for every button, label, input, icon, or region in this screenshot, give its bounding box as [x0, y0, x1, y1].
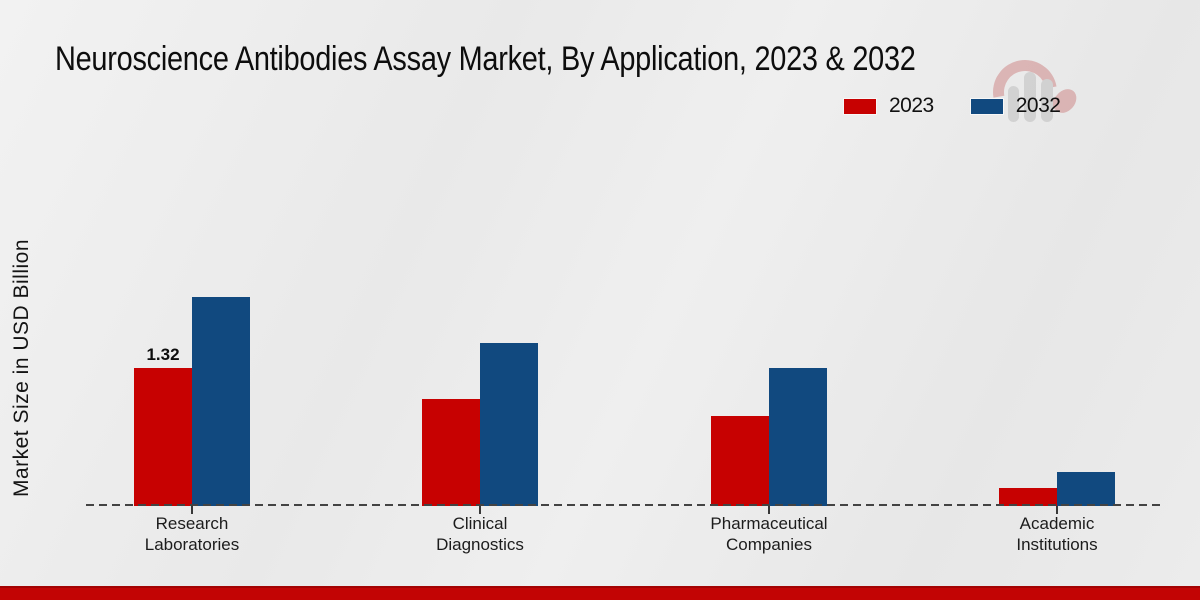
x-axis-baseline	[86, 504, 1164, 506]
x-axis-tick	[1056, 506, 1058, 514]
x-axis-tick	[479, 506, 481, 514]
y-axis-label: Market Size in USD Billion	[10, 238, 33, 498]
x-axis-tick	[768, 506, 770, 514]
x-axis-tick	[191, 506, 193, 514]
bar-2023-category-3	[999, 488, 1057, 506]
legend-swatch-2032	[969, 97, 1004, 115]
category-label: Research Laboratories	[144, 514, 240, 554]
watermark-bar-shape	[1024, 72, 1036, 122]
bar-2023-category-0	[134, 368, 192, 506]
legend-label-2023: 2023	[889, 94, 934, 117]
mrfr-logo-watermark-icon	[980, 47, 1088, 140]
category-label: Academic Institutions	[1016, 514, 1098, 554]
category-label: Pharmaceutical Companies	[710, 514, 828, 554]
bar-value-label: 1.32	[146, 345, 180, 364]
watermark-bar-shape	[1041, 79, 1053, 122]
bar-2032-category-0	[192, 297, 250, 506]
bar-2032-category-3	[1057, 472, 1115, 506]
chart-title: Neuroscience Antibodies Assay Market, By…	[55, 40, 916, 78]
bar-2023-category-1	[422, 399, 480, 506]
legend-label-2032: 2032	[1015, 94, 1061, 117]
bar-2032-category-2	[769, 368, 827, 506]
footer-brand-band	[0, 586, 1200, 600]
watermark-bar-shape	[1008, 86, 1019, 122]
bar-2032-category-1	[480, 343, 538, 506]
bar-2023-category-2	[711, 416, 769, 506]
legend-swatch-2023	[843, 97, 877, 115]
category-label: Clinical Diagnostics	[436, 514, 524, 554]
legend: 2023 2032	[843, 94, 1096, 118]
